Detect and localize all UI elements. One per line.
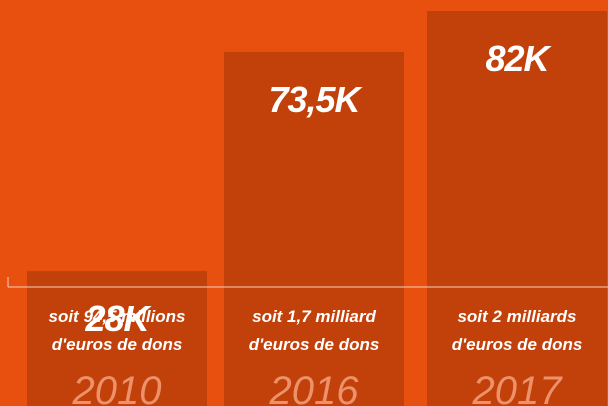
bar-caption-line: d'euros de dons [452, 335, 583, 354]
x-tick-label: 2010 [72, 369, 162, 406]
x-tick-label: 2017 [472, 369, 564, 406]
bar-2017 [427, 11, 607, 406]
bar-caption-line: soit 1,7 milliard [252, 307, 376, 326]
bar-2010 [27, 271, 207, 406]
bar-caption-line: soit 2 milliards [457, 307, 576, 326]
bar-caption-line: d'euros de dons [249, 335, 380, 354]
bar-value-label: 28K [84, 298, 152, 339]
bar-caption-line: d'euros de dons [52, 335, 183, 354]
bars-group [27, 11, 607, 406]
bar-value-label: 82K [485, 38, 552, 79]
bar-value-label: 73,5K [268, 79, 363, 120]
bar-caption-line: soit 94,5 millions [49, 307, 186, 326]
bar-2016 [224, 51, 404, 406]
x-tick-label: 2016 [269, 369, 360, 406]
